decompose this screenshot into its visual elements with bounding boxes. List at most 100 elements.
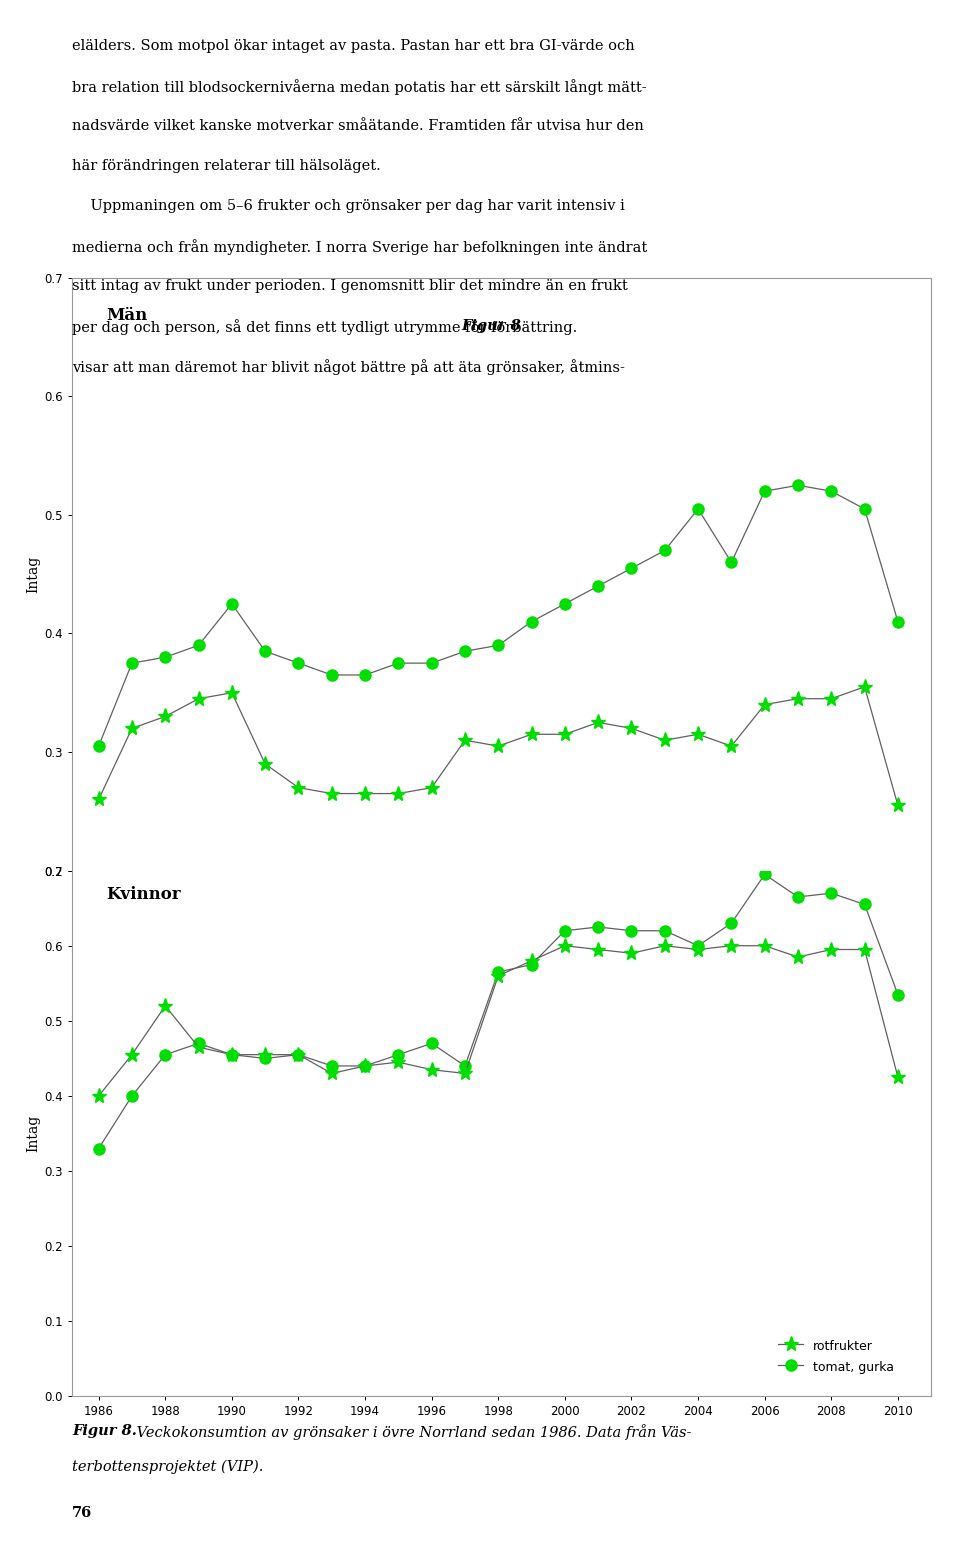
rotfrukter [692, 940, 704, 958]
tomat, gurka [259, 1049, 271, 1068]
Text: 76: 76 [72, 1506, 92, 1520]
rotfrukter [126, 719, 137, 738]
Y-axis label: Intag: Intag [26, 555, 40, 593]
tomat, gurka [826, 884, 837, 903]
rotfrukter [759, 937, 771, 955]
Text: här förändringen relaterar till hälsoläget.: här förändringen relaterar till hälsoläg… [72, 159, 381, 173]
rotfrukter [326, 1065, 338, 1083]
tomat, gurka [526, 955, 538, 974]
tomat, gurka [126, 654, 137, 673]
Line: tomat, gurka: tomat, gurka [93, 869, 903, 1154]
rotfrukter [227, 1046, 238, 1065]
Text: nadsvärde vilket kanske motverkar småätande. Framtiden får utvisa hur den: nadsvärde vilket kanske motverkar småäta… [72, 119, 644, 133]
tomat, gurka [293, 654, 304, 673]
rotfrukter [859, 677, 871, 696]
Text: terbottensprojektet (VIP).: terbottensprojektet (VIP). [72, 1460, 263, 1474]
tomat, gurka [326, 665, 338, 684]
Y-axis label: Intag: Intag [26, 1116, 40, 1153]
rotfrukter [293, 778, 304, 796]
rotfrukter [892, 796, 903, 815]
tomat, gurka [859, 500, 871, 518]
tomat, gurka [659, 921, 670, 940]
rotfrukter [426, 1060, 438, 1079]
rotfrukter [526, 725, 538, 744]
rotfrukter [193, 1038, 204, 1057]
tomat, gurka [459, 1057, 470, 1075]
rotfrukter [159, 707, 171, 725]
tomat, gurka [459, 642, 470, 660]
tomat, gurka [559, 594, 570, 613]
rotfrukter [526, 952, 538, 971]
Line: tomat, gurka: tomat, gurka [93, 480, 903, 751]
Text: Kvinnor: Kvinnor [107, 886, 181, 903]
tomat, gurka [227, 1046, 238, 1065]
rotfrukter [892, 1068, 903, 1086]
rotfrukter [592, 713, 604, 731]
rotfrukter [859, 940, 871, 958]
tomat, gurka [126, 1086, 137, 1105]
Legend: rotfrukter, tomat, gurka: rotfrukter, tomat, gurka [773, 1333, 900, 1379]
tomat, gurka [193, 636, 204, 654]
tomat, gurka [93, 738, 105, 756]
tomat, gurka [792, 475, 804, 494]
tomat, gurka [792, 887, 804, 906]
tomat, gurka [393, 654, 404, 673]
tomat, gurka [759, 481, 771, 500]
rotfrukter [426, 778, 438, 796]
Text: medierna och från myndigheter. I norra Sverige har befolkningen inte ändrat: medierna och från myndigheter. I norra S… [72, 239, 647, 255]
rotfrukter [227, 684, 238, 702]
tomat, gurka [892, 613, 903, 631]
rotfrukter [626, 944, 637, 963]
Text: sitt intag av frukt under perioden. I genomsnitt blir det mindre än en frukt: sitt intag av frukt under perioden. I ge… [72, 279, 628, 293]
Text: bra relation till blodsockernivåerna medan potatis har ett särskilt långt mätt-: bra relation till blodsockernivåerna med… [72, 79, 647, 94]
Text: Uppmaningen om 5–6 frukter och grönsaker per dag har varit intensiv i: Uppmaningen om 5–6 frukter och grönsaker… [72, 199, 625, 213]
rotfrukter [459, 731, 470, 750]
rotfrukter [659, 937, 670, 955]
tomat, gurka [259, 642, 271, 660]
tomat, gurka [592, 577, 604, 596]
rotfrukter [559, 725, 570, 744]
rotfrukter [826, 940, 837, 958]
rotfrukter [492, 738, 504, 756]
rotfrukter [259, 1046, 271, 1065]
rotfrukter [359, 1057, 371, 1075]
Text: Män: Män [107, 307, 148, 324]
tomat, gurka [659, 542, 670, 560]
rotfrukter [726, 937, 737, 955]
rotfrukter [259, 755, 271, 773]
tomat, gurka [159, 1046, 171, 1065]
rotfrukter [559, 937, 570, 955]
tomat, gurka [626, 921, 637, 940]
rotfrukter [826, 690, 837, 708]
tomat, gurka [227, 594, 238, 613]
tomat, gurka [393, 1046, 404, 1065]
tomat, gurka [892, 986, 903, 1004]
rotfrukter [93, 790, 105, 809]
rotfrukter [492, 966, 504, 984]
rotfrukter [159, 997, 171, 1015]
rotfrukter [692, 725, 704, 744]
Line: rotfrukter: rotfrukter [91, 679, 905, 813]
tomat, gurka [193, 1034, 204, 1052]
rotfrukter [792, 947, 804, 966]
tomat, gurka [692, 500, 704, 518]
rotfrukter [726, 738, 737, 756]
tomat, gurka [692, 937, 704, 955]
rotfrukter [393, 1052, 404, 1071]
Text: elälders. Som motpol ökar intaget av pasta. Pastan har ett bra GI-värde och: elälders. Som motpol ökar intaget av pas… [72, 39, 635, 52]
Text: Figur 8.: Figur 8. [72, 1424, 137, 1438]
tomat, gurka [526, 613, 538, 631]
tomat, gurka [859, 895, 871, 913]
tomat, gurka [93, 1139, 105, 1157]
tomat, gurka [159, 648, 171, 667]
tomat, gurka [492, 963, 504, 981]
Text: Figur 8: Figur 8 [462, 319, 521, 333]
rotfrukter [293, 1046, 304, 1065]
rotfrukter [393, 784, 404, 802]
tomat, gurka [626, 559, 637, 577]
rotfrukter [459, 1065, 470, 1083]
tomat, gurka [592, 918, 604, 937]
tomat, gurka [326, 1057, 338, 1075]
rotfrukter [93, 1086, 105, 1105]
tomat, gurka [293, 1046, 304, 1065]
